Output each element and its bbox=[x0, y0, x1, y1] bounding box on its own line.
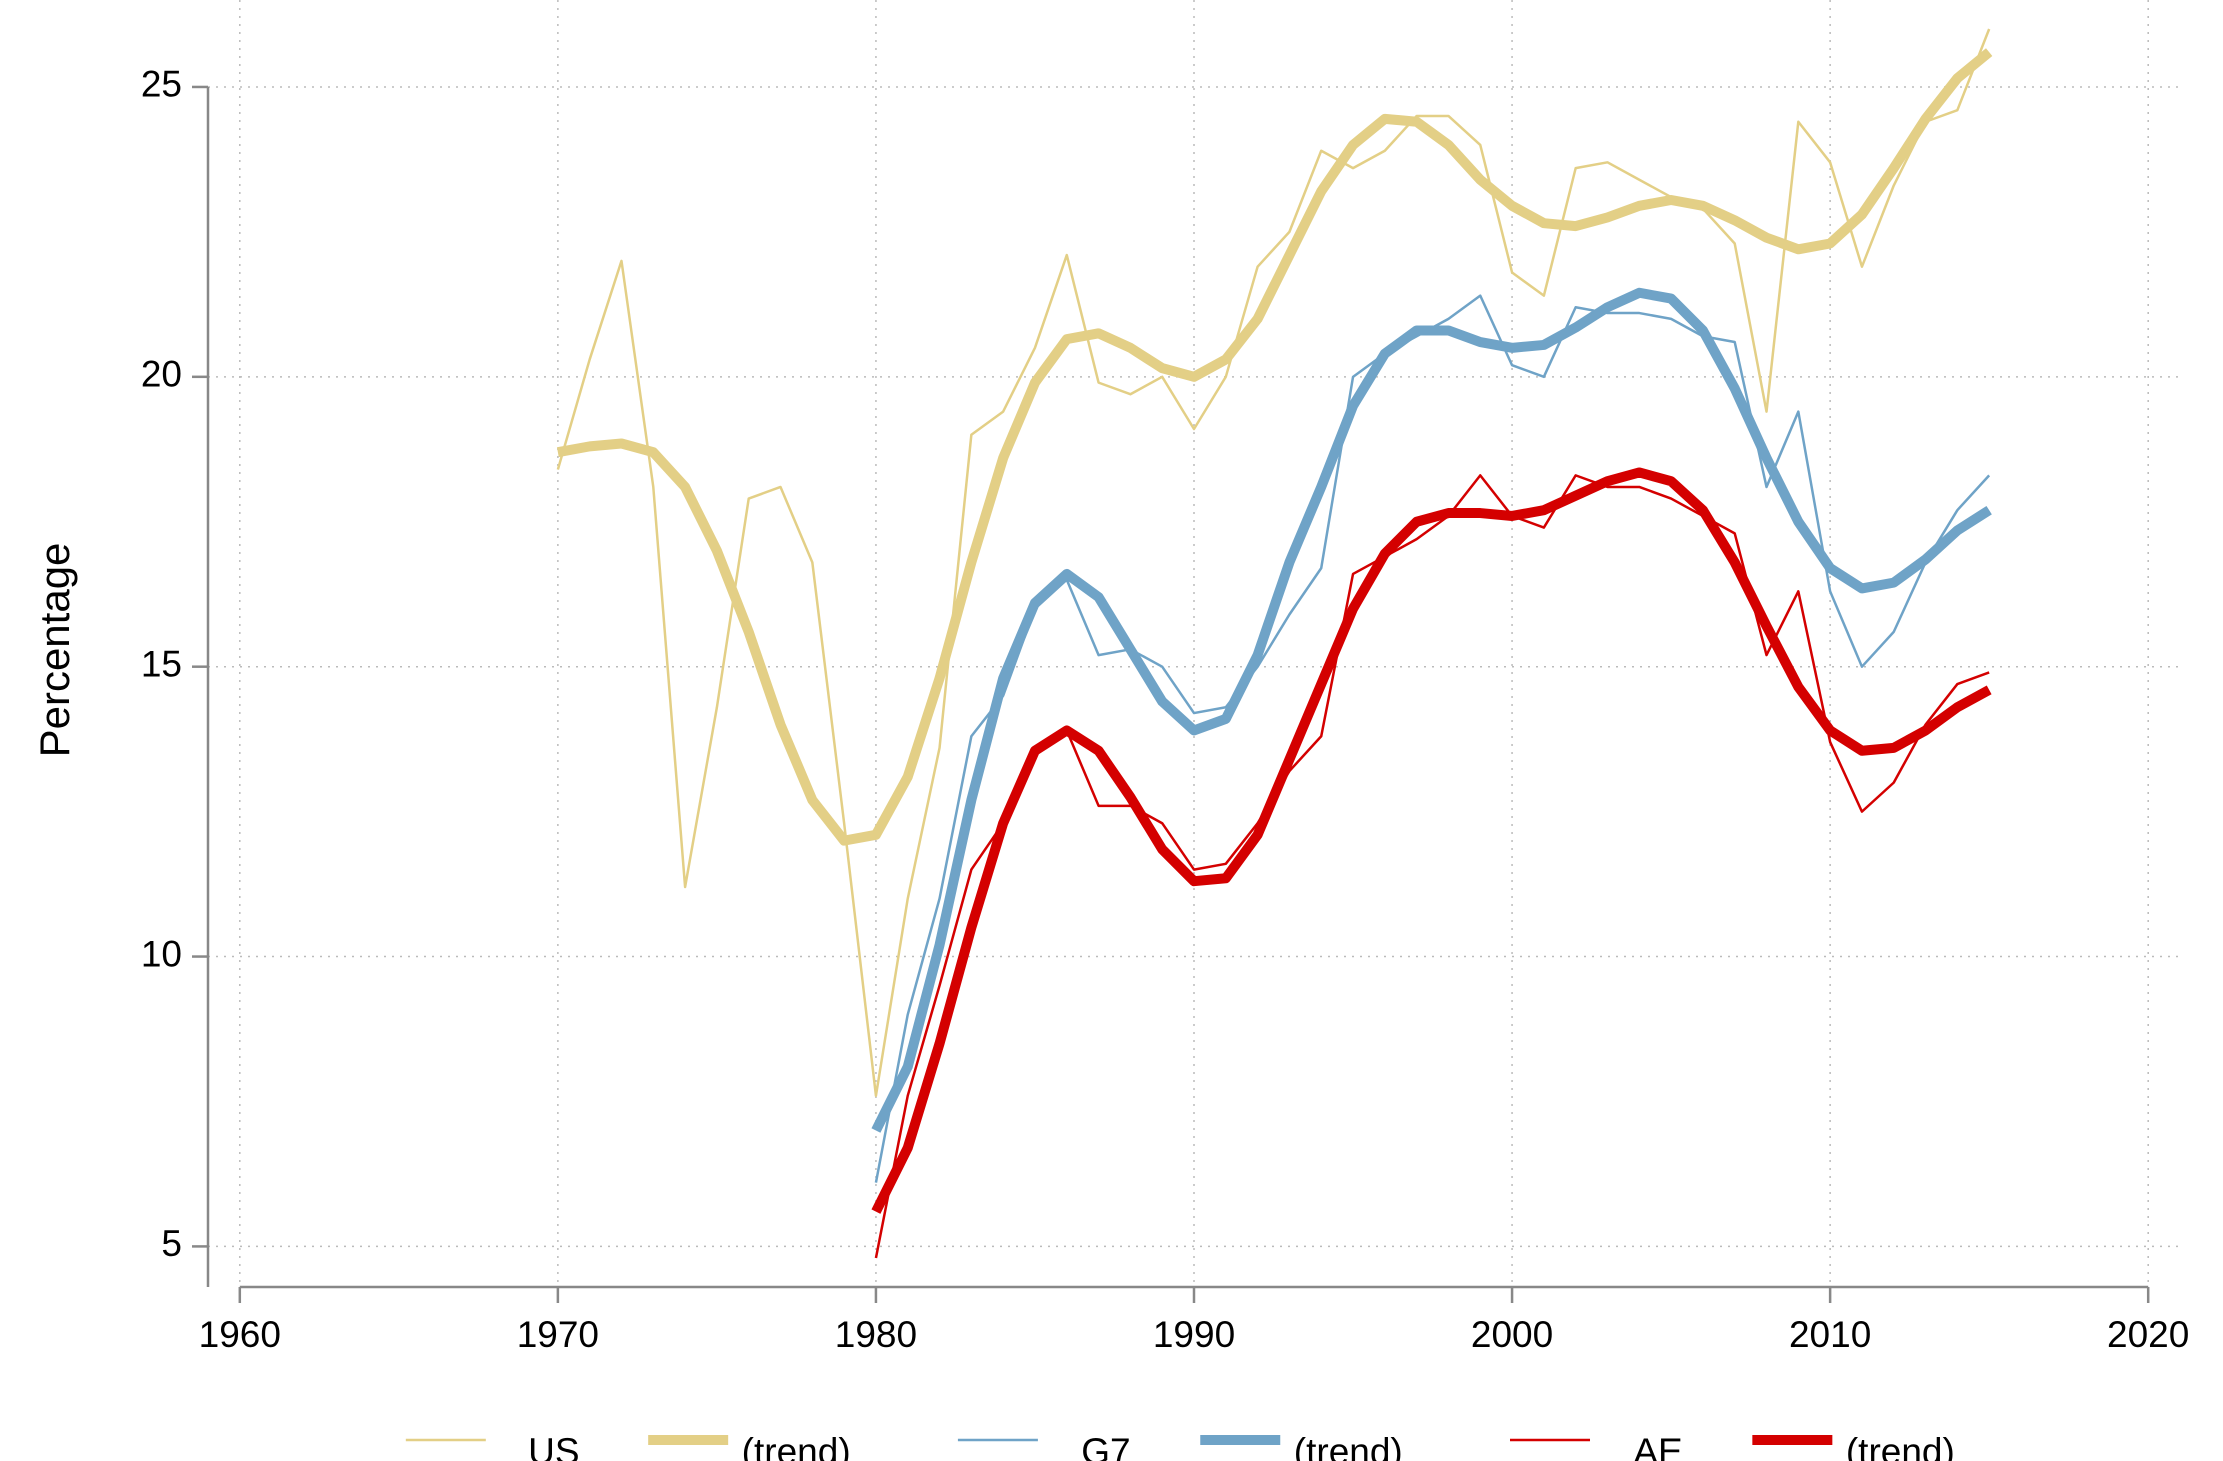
series-line bbox=[874, 294, 1991, 1183]
series-line bbox=[556, 28, 1991, 1097]
x-tick-label: 1970 bbox=[517, 1314, 599, 1355]
legend-label: (trend) bbox=[1846, 1431, 1955, 1461]
legend-label: US bbox=[528, 1431, 579, 1461]
y-tick-label: 15 bbox=[141, 643, 182, 684]
series-line bbox=[871, 287, 1992, 1133]
x-tick-label: 1960 bbox=[199, 1314, 281, 1355]
y-tick-label: 20 bbox=[141, 354, 182, 395]
legend-label: (trend) bbox=[742, 1431, 851, 1461]
x-tick-label: 2000 bbox=[1471, 1314, 1553, 1355]
y-tick-label: 25 bbox=[141, 64, 182, 105]
y-tick-label: 10 bbox=[141, 933, 182, 974]
series-line bbox=[556, 48, 1993, 846]
x-tick-label: 2020 bbox=[2107, 1314, 2189, 1355]
legend-label: AE bbox=[1633, 1431, 1682, 1461]
x-tick-label: 1980 bbox=[835, 1314, 917, 1355]
x-tick-label: 1990 bbox=[1153, 1314, 1235, 1355]
series-line bbox=[871, 467, 1992, 1214]
legend-label: (trend) bbox=[1294, 1431, 1403, 1461]
legend-label: G7 bbox=[1081, 1431, 1130, 1461]
y-tick-label: 5 bbox=[161, 1223, 182, 1264]
y-axis-label: Percentage bbox=[31, 543, 78, 758]
x-tick-label: 2010 bbox=[1789, 1314, 1871, 1355]
